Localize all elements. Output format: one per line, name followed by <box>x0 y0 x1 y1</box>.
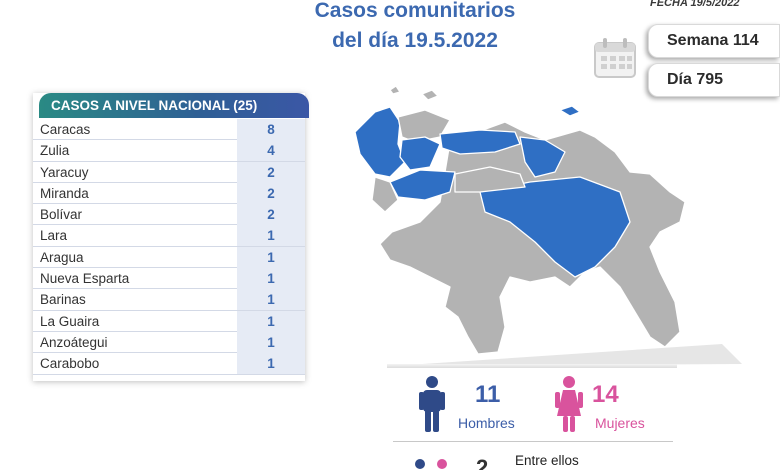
state-cases: 4 <box>237 140 305 162</box>
state-name: Caracas <box>40 122 91 137</box>
state-name: Yaracuy <box>40 164 89 180</box>
calendar-icon <box>594 38 636 78</box>
state-cases: 2 <box>237 161 305 183</box>
map-region-bolivar <box>479 176 631 278</box>
state-cases: 8 <box>237 119 305 140</box>
woman-icon <box>555 376 583 432</box>
table-row: Aragua 1 <box>33 246 305 269</box>
map-region-zulia <box>354 106 406 178</box>
map-region-llanos <box>454 166 526 193</box>
week-badge: Semana 114 <box>648 24 780 58</box>
men-label: Hombres <box>458 415 515 431</box>
divider <box>393 441 673 442</box>
map-region-anzoategui <box>519 136 566 178</box>
man-icon <box>419 376 445 432</box>
venezuela-map <box>354 85 686 355</box>
map-region-barinas <box>389 169 456 201</box>
state-cases: 1 <box>237 225 305 247</box>
state-cases: 1 <box>237 331 305 353</box>
table-row: La Guaira 1 <box>33 310 305 332</box>
state-name: Lara <box>40 228 68 244</box>
map-island-2 <box>389 85 401 95</box>
women-label: Mujeres <box>595 415 645 431</box>
men-count: 11 <box>475 381 501 408</box>
state-name: Barinas <box>40 292 86 308</box>
map-region-central <box>439 129 521 155</box>
table-row: Anzoátegui 1 <box>33 331 305 354</box>
table-row: Caracas 8 <box>33 119 305 141</box>
state-name: Bolívar <box>40 207 83 223</box>
title-line-1: Casos comunitarios <box>314 0 516 22</box>
table-row: Lara 1 <box>33 225 305 247</box>
table-rows: Caracas 8 Zulia 4 Yaracuy 2 Miranda 2 Bolívar 2 La… <box>33 119 305 375</box>
state-cases: 2 <box>237 182 305 204</box>
state-cases: 2 <box>237 204 305 226</box>
state-name: Aragua <box>40 249 84 265</box>
map-region-andes <box>371 176 399 213</box>
map-region-nueva-esparta <box>559 105 581 117</box>
cases-table: CASOS A NIVEL NACIONAL (25) Caracas 8 Zuli… <box>33 93 309 381</box>
table-row: Zulia 4 <box>33 140 305 162</box>
table-heading: CASOS A NIVEL NACIONAL (25) <box>39 93 309 118</box>
state-name: Anzoátegui <box>40 334 108 350</box>
state-name: La Guaira <box>40 313 100 329</box>
partial-count: 2 <box>476 455 489 470</box>
state-cases: 1 <box>237 289 305 311</box>
state-cases: 1 <box>237 246 305 268</box>
state-cases: 1 <box>237 268 305 290</box>
date-label: FECHA 19/5/2022 <box>650 0 740 9</box>
title-line-2: del día 19.5.2022 <box>332 29 498 52</box>
page-title: Casos comunitarios del día 19.5.2022 <box>290 0 540 56</box>
state-name: Nueva Esparta <box>40 271 130 287</box>
state-name: Zulia <box>40 143 70 159</box>
table-row: Barinas 1 <box>33 289 305 311</box>
women-count: 14 <box>592 381 619 408</box>
map-island-1 <box>421 89 439 101</box>
map-region-lara <box>399 136 441 171</box>
people-icon <box>415 459 447 469</box>
state-name: Miranda <box>40 185 89 201</box>
state-name: Carabobo <box>40 356 100 372</box>
table-row: Carabobo 1 <box>33 353 305 375</box>
day-badge: Día 795 <box>648 63 780 97</box>
table-row: Yaracuy 2 <box>33 161 305 183</box>
state-cases: 1 <box>237 353 305 375</box>
entre-ellos-label: Entre ellos <box>515 453 579 468</box>
table-row: Bolívar 2 <box>33 204 305 226</box>
state-cases: 1 <box>237 310 305 332</box>
table-row: Miranda 2 <box>33 182 305 205</box>
table-row: Nueva Esparta 1 <box>33 268 305 290</box>
